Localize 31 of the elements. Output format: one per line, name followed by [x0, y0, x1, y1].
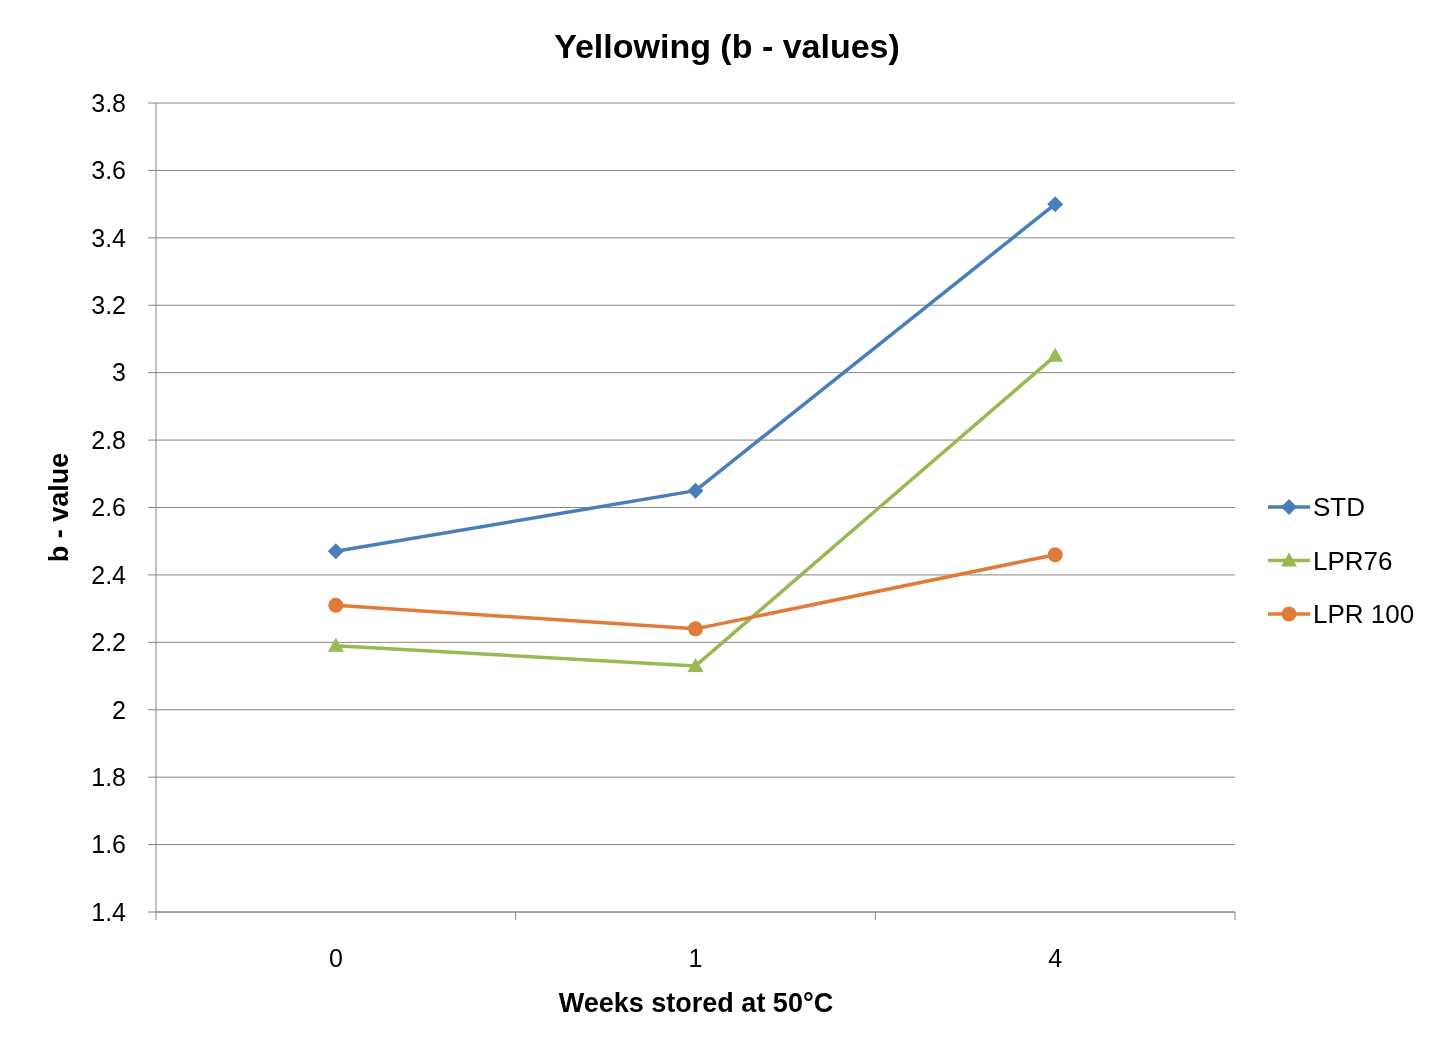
point: [1047, 547, 1063, 563]
point: [687, 482, 704, 499]
y-axis-title: b - value: [44, 452, 74, 563]
y-tick-label: 3.4: [91, 223, 127, 252]
y-tick-label: 3.2: [91, 291, 126, 319]
y-tick-label: 2.2: [91, 628, 126, 657]
y-tick-label: 3: [112, 358, 126, 387]
chart-title: Yellowing (b - values): [554, 27, 900, 65]
y-tick-label: 2.6: [91, 493, 126, 522]
y-tick-label: 1.8: [91, 762, 126, 791]
x-tick-label: 1: [688, 943, 703, 972]
y-tick-label: 2: [112, 695, 126, 724]
legend-label: LPR 100: [1313, 599, 1415, 630]
y-tick-label: 3.8: [91, 88, 126, 117]
x-tick-label: 4: [1048, 943, 1063, 972]
x-tick-label: 0: [328, 943, 343, 972]
y-tick-label: 1.6: [91, 830, 126, 859]
y-tick-label: 3.6: [91, 156, 126, 185]
y-tick-label: 2.4: [91, 560, 127, 589]
point: [327, 637, 344, 652]
point: [327, 543, 344, 560]
y-tick-label: 2.8: [91, 425, 126, 454]
point: [687, 657, 704, 672]
point: [688, 621, 703, 637]
legend-label: STD: [1313, 492, 1365, 523]
point: [1047, 347, 1064, 362]
y-tick-label: 1.4: [91, 897, 127, 926]
legend-label: LPR76: [1313, 545, 1393, 576]
x-axis-title: Weeks stored at 50°C: [558, 988, 834, 1018]
point: [328, 597, 344, 613]
point: [1047, 196, 1064, 213]
